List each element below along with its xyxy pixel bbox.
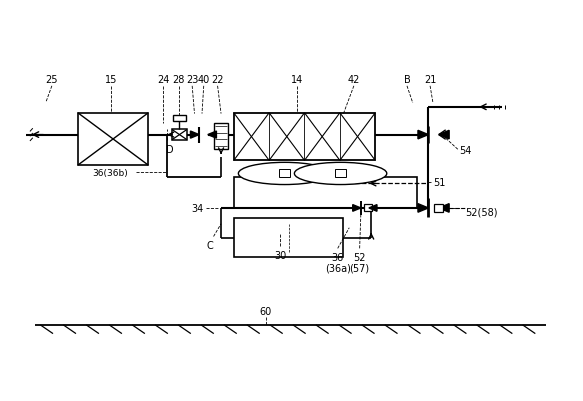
Text: 52: 52 bbox=[353, 253, 366, 263]
Text: 40: 40 bbox=[198, 75, 210, 85]
Text: 36: 36 bbox=[332, 253, 344, 263]
Text: 24: 24 bbox=[157, 75, 170, 85]
Text: 30: 30 bbox=[274, 250, 286, 260]
Bar bbox=[214, 124, 228, 150]
Polygon shape bbox=[418, 204, 429, 213]
Polygon shape bbox=[208, 132, 216, 139]
Polygon shape bbox=[369, 205, 377, 212]
Text: (36a): (36a) bbox=[325, 263, 350, 273]
Text: 36(36b): 36(36b) bbox=[92, 168, 128, 177]
Bar bbox=[279, 170, 290, 178]
Ellipse shape bbox=[238, 163, 331, 185]
Bar bbox=[364, 205, 372, 212]
Text: C: C bbox=[206, 241, 213, 251]
Text: 25: 25 bbox=[45, 75, 58, 85]
Text: 28: 28 bbox=[173, 75, 185, 85]
Text: 15: 15 bbox=[105, 75, 118, 85]
Bar bbox=[78, 113, 148, 166]
Polygon shape bbox=[353, 205, 361, 212]
Text: 34: 34 bbox=[191, 203, 203, 213]
Text: 21: 21 bbox=[424, 75, 436, 85]
Text: 14: 14 bbox=[291, 75, 303, 85]
Polygon shape bbox=[418, 131, 429, 140]
Text: 42: 42 bbox=[347, 75, 360, 85]
Bar bbox=[234, 113, 375, 161]
Bar bbox=[172, 130, 187, 140]
Polygon shape bbox=[439, 204, 449, 213]
Text: 22: 22 bbox=[211, 75, 224, 85]
Text: (57): (57) bbox=[350, 263, 370, 273]
Text: B: B bbox=[403, 75, 410, 85]
Bar bbox=[335, 170, 346, 178]
Ellipse shape bbox=[294, 163, 387, 185]
Polygon shape bbox=[439, 131, 449, 140]
Text: 54: 54 bbox=[459, 146, 471, 156]
Text: 60: 60 bbox=[259, 306, 272, 316]
Bar bbox=[234, 178, 417, 209]
Bar bbox=[234, 218, 343, 258]
Text: 23: 23 bbox=[186, 75, 198, 85]
Bar bbox=[173, 115, 186, 122]
Bar bbox=[434, 205, 443, 213]
Text: D: D bbox=[166, 145, 174, 155]
Text: 51: 51 bbox=[433, 178, 445, 188]
Polygon shape bbox=[191, 132, 199, 139]
Text: 52(58): 52(58) bbox=[465, 207, 497, 217]
